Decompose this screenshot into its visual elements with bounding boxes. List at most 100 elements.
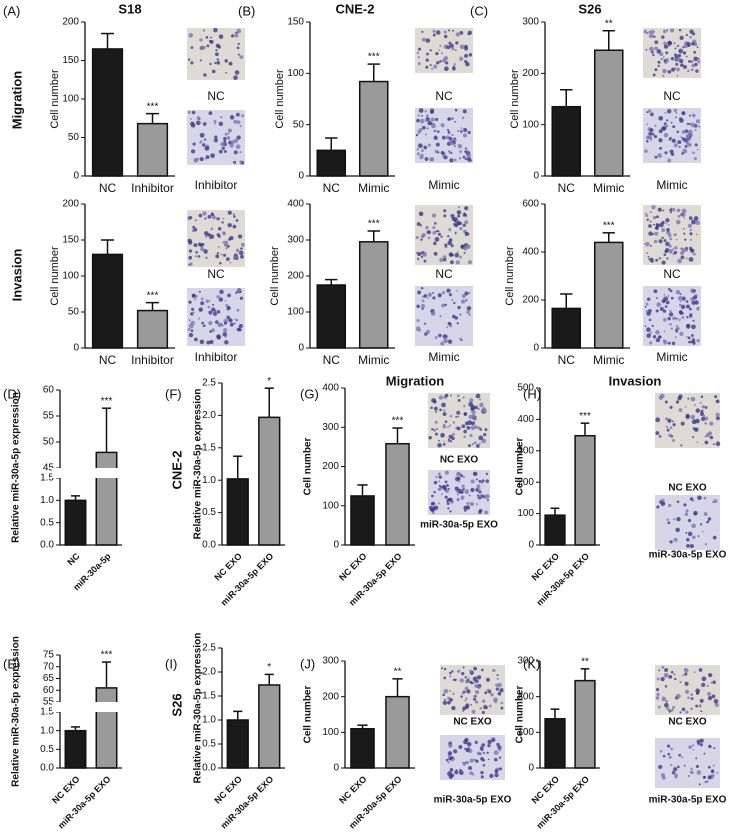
cell	[658, 115, 664, 121]
cell	[429, 64, 432, 67]
cell	[464, 291, 469, 296]
cell	[475, 488, 479, 492]
image-label: NC	[435, 89, 453, 103]
cell	[198, 307, 203, 312]
cell	[691, 113, 696, 118]
cell	[426, 127, 429, 130]
cell	[675, 238, 678, 241]
image-label: Mimic	[656, 350, 687, 364]
cell	[486, 688, 490, 692]
cell	[671, 420, 674, 423]
y-tick-label: 0.5	[202, 739, 216, 750]
cell	[433, 251, 438, 256]
cell	[232, 255, 238, 260]
chart-panel: (F) CNE-2 Relative miR-30a-5p expression0.…	[165, 376, 285, 608]
cell	[683, 217, 686, 219]
cell	[462, 706, 467, 711]
cell	[701, 682, 706, 688]
cell	[446, 326, 449, 329]
cell	[658, 764, 663, 770]
cell	[432, 428, 436, 432]
cell	[446, 484, 449, 487]
y-tick-label: 0	[73, 171, 79, 182]
x-tick-label: NC	[558, 181, 576, 195]
cell	[443, 30, 447, 34]
cell	[465, 215, 468, 218]
cell	[443, 34, 448, 39]
cell	[456, 493, 459, 496]
cell	[645, 212, 647, 215]
cell	[689, 143, 692, 146]
cell	[473, 417, 477, 421]
cell	[459, 30, 464, 35]
cell	[665, 241, 670, 247]
x-tick-label: NC EXO	[337, 551, 368, 582]
cell	[690, 767, 693, 770]
y-tick-label: 0	[333, 540, 339, 551]
cell	[469, 758, 474, 763]
cell	[444, 303, 447, 307]
cell	[648, 341, 653, 345]
cell	[665, 700, 668, 703]
y-tick-label: 100	[522, 119, 539, 130]
y-tick-label: 600	[522, 199, 539, 210]
cell	[677, 295, 683, 301]
cell	[660, 677, 665, 682]
y-tick-label: 0.5	[202, 507, 216, 518]
panel-label: (J)	[300, 656, 315, 671]
cell	[685, 55, 688, 58]
cell	[471, 421, 476, 426]
cell	[466, 501, 470, 505]
cell	[443, 155, 448, 160]
cell	[438, 333, 442, 338]
cell	[652, 73, 656, 77]
cell	[676, 500, 680, 504]
cell	[681, 296, 686, 301]
cell	[668, 709, 672, 713]
cell	[657, 207, 662, 212]
y-tick-label: 0.0	[40, 540, 54, 551]
cell	[663, 330, 666, 333]
cell	[441, 135, 446, 140]
chart-panel: (B) CNE-2 Cell number 0 50 100 150 NC *** Mimic NC…	[238, 1, 473, 195]
cell	[684, 405, 687, 408]
cell	[671, 67, 675, 72]
y-tick-label: 150	[62, 55, 79, 66]
cell	[427, 143, 431, 147]
cell	[715, 412, 720, 417]
cell	[497, 691, 502, 696]
cell	[676, 325, 678, 327]
y-tick-label: 0	[333, 763, 339, 774]
cell	[663, 253, 667, 257]
cell	[233, 215, 236, 218]
cell	[454, 486, 459, 491]
cell	[689, 232, 693, 236]
cell	[669, 237, 673, 241]
image-label: miR-30a-5p EXO	[649, 550, 727, 561]
cell	[652, 53, 655, 57]
cell	[684, 672, 688, 676]
cell	[649, 220, 652, 223]
cell	[473, 471, 478, 476]
cell	[190, 123, 196, 128]
cell	[446, 128, 450, 132]
cell	[655, 330, 660, 335]
y-tick-label: 100	[322, 500, 339, 511]
cell	[421, 149, 424, 153]
cell	[220, 253, 223, 256]
cell	[233, 119, 238, 124]
cell	[456, 471, 461, 477]
cell	[685, 324, 691, 329]
cell	[465, 697, 468, 700]
chart-panel: (E)Relative miR-30a-5p expression 0.0 0.5 1…	[3, 636, 124, 831]
cell	[697, 125, 701, 128]
cell	[417, 290, 422, 295]
y-tick-label: 100	[287, 307, 304, 318]
cell	[218, 149, 223, 154]
cell	[237, 42, 240, 46]
cell	[467, 130, 471, 135]
cell	[198, 290, 201, 293]
cell	[480, 770, 484, 775]
cell	[446, 700, 451, 705]
cell	[437, 232, 441, 236]
